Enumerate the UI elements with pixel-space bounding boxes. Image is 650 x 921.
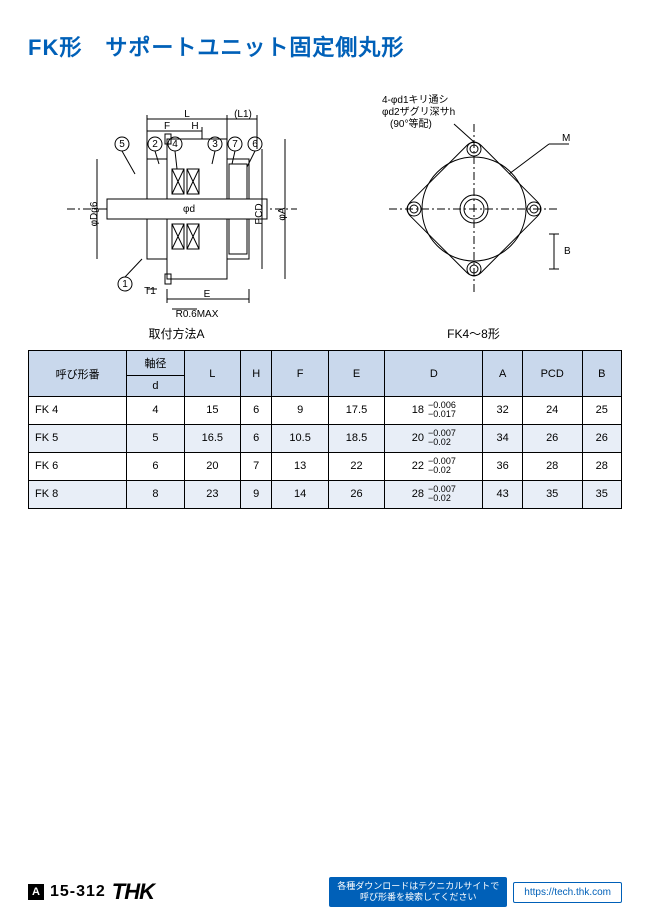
label-note2: φd2ザグリ深サh	[382, 105, 455, 118]
cell-L: 20	[184, 452, 240, 480]
th-B: B	[582, 351, 621, 397]
cell-PCD: 35	[522, 480, 582, 508]
label-E: E	[203, 289, 210, 300]
th-E: E	[328, 351, 384, 397]
cell-B: 25	[582, 397, 621, 425]
label-note3: (90°等配)	[390, 117, 432, 130]
label-B: B	[564, 246, 571, 257]
page-num-prefix: A	[28, 884, 44, 900]
label-phiDg6: φDg6	[89, 201, 100, 226]
cell-d: 8	[127, 480, 184, 508]
page-num: 15-312	[50, 883, 106, 901]
cell-PCD: 28	[522, 452, 582, 480]
cell-H: 9	[241, 480, 272, 508]
cell-F: 13	[272, 452, 328, 480]
callout-5: 5	[119, 139, 125, 150]
footer-note-line2: 呼び形番を検索してください	[360, 892, 476, 902]
diagram-left: L (L1) F H PCD φA φDg6 φd T1 E R0.6MAX 5…	[28, 82, 325, 342]
cell-L: 23	[184, 480, 240, 508]
cell-D: 20−0.007−0.02	[385, 424, 483, 452]
callout-3: 3	[212, 139, 218, 150]
cell-D: 22−0.007−0.02	[385, 452, 483, 480]
diagram-left-caption: 取付方法A	[148, 325, 204, 342]
table-row: FK 44156917.518−0.006−0.017322425	[29, 397, 622, 425]
cell-L: 16.5	[184, 424, 240, 452]
table-row: FK 5516.5610.518.520−0.007−0.02342626	[29, 424, 622, 452]
table-row: FK 88239142628−0.007−0.02433535	[29, 480, 622, 508]
label-phid: φd	[182, 204, 194, 215]
diagram-right: 4-φd1キリ通シ φd2ザグリ深サh (90°等配) M B FK4～8形	[325, 82, 622, 342]
cell-F: 9	[272, 397, 328, 425]
cell-name: FK 8	[29, 480, 127, 508]
th-d: d	[127, 376, 184, 397]
footer-url[interactable]: https://tech.thk.com	[513, 882, 622, 903]
th-PCD: PCD	[522, 351, 582, 397]
footer: A 15-312 THK 各種ダウンロードはテクニカルサイトで 呼び形番を検索し…	[0, 877, 650, 907]
th-H: H	[241, 351, 272, 397]
th-F: F	[272, 351, 328, 397]
callout-1: 1	[122, 279, 128, 290]
cell-A: 32	[483, 397, 522, 425]
cell-d: 6	[127, 452, 184, 480]
callout-4: 4	[172, 139, 178, 150]
th-D: D	[385, 351, 483, 397]
cell-name: FK 6	[29, 452, 127, 480]
cell-H: 6	[241, 424, 272, 452]
cell-PCD: 24	[522, 397, 582, 425]
cell-d: 5	[127, 424, 184, 452]
diagram-right-caption: FK4～8形	[447, 325, 500, 342]
callout-2: 2	[152, 139, 158, 150]
label-L1: (L1)	[234, 109, 252, 120]
label-R: R0.6MAX	[175, 309, 218, 319]
spec-table: 呼び形番 軸径 L H F E D A PCD B d FK 44156917.…	[28, 350, 622, 509]
diagram-left-svg: L (L1) F H PCD φA φDg6 φd T1 E R0.6MAX 5…	[47, 89, 307, 319]
cell-name: FK 4	[29, 397, 127, 425]
label-note1: 4-φd1キリ通シ	[382, 94, 449, 106]
callout-6: 6	[252, 139, 258, 150]
cell-E: 26	[328, 480, 384, 508]
cell-E: 18.5	[328, 424, 384, 452]
page-title: FK形 サポートユニット固定側丸形	[28, 30, 622, 62]
callout-7: 7	[232, 139, 238, 150]
cell-A: 34	[483, 424, 522, 452]
brand-logo: THK	[112, 879, 154, 905]
cell-B: 28	[582, 452, 621, 480]
cell-A: 43	[483, 480, 522, 508]
cell-D: 28−0.007−0.02	[385, 480, 483, 508]
cell-H: 7	[241, 452, 272, 480]
diagram-right-svg: 4-φd1キリ通シ φd2ザグリ深サh (90°等配) M B	[354, 89, 594, 319]
th-L: L	[184, 351, 240, 397]
th-name: 呼び形番	[29, 351, 127, 397]
cell-d: 4	[127, 397, 184, 425]
cell-A: 36	[483, 452, 522, 480]
label-F: F	[163, 121, 169, 132]
cell-B: 26	[582, 424, 621, 452]
cell-F: 14	[272, 480, 328, 508]
th-A: A	[483, 351, 522, 397]
label-L: L	[184, 109, 190, 120]
diagram-row: L (L1) F H PCD φA φDg6 φd T1 E R0.6MAX 5…	[28, 82, 622, 342]
label-PCD: PCD	[254, 203, 265, 224]
table-row: FK 66207132222−0.007−0.02362828	[29, 452, 622, 480]
cell-L: 15	[184, 397, 240, 425]
label-H: H	[191, 121, 198, 132]
footer-note-line1: 各種ダウンロードはテクニカルサイトで	[337, 881, 499, 891]
label-phiA: φA	[277, 207, 288, 220]
cell-H: 6	[241, 397, 272, 425]
th-d-group: 軸径	[127, 351, 184, 376]
footer-note: 各種ダウンロードはテクニカルサイトで 呼び形番を検索してください	[329, 877, 507, 907]
cell-name: FK 5	[29, 424, 127, 452]
cell-E: 22	[328, 452, 384, 480]
cell-E: 17.5	[328, 397, 384, 425]
label-T1: T1	[144, 286, 156, 297]
cell-B: 35	[582, 480, 621, 508]
cell-F: 10.5	[272, 424, 328, 452]
cell-D: 18−0.006−0.017	[385, 397, 483, 425]
label-M: M	[562, 133, 570, 144]
cell-PCD: 26	[522, 424, 582, 452]
